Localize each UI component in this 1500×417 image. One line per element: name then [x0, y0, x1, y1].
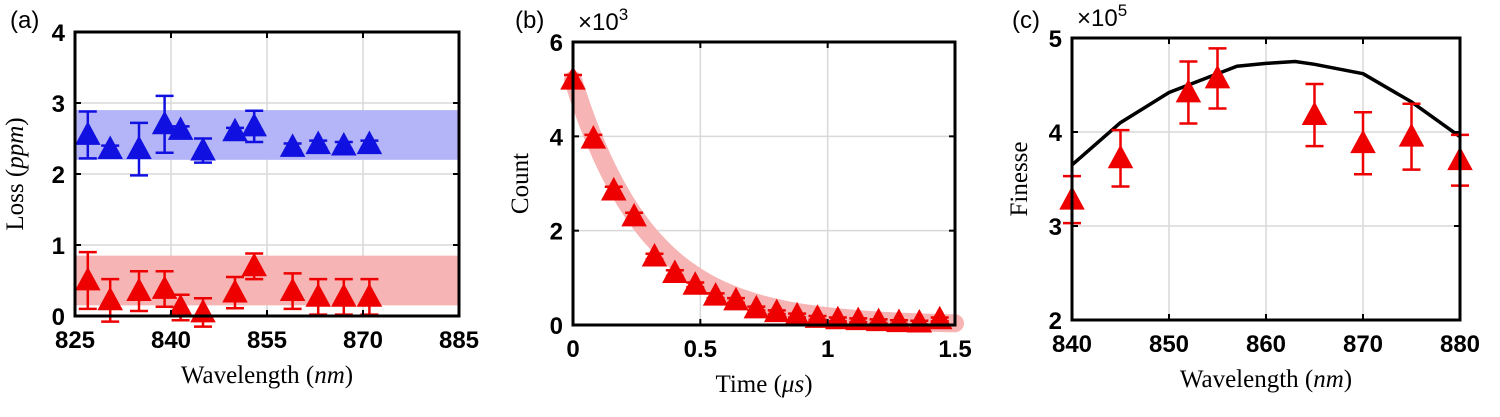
y-tick-label: 3: [52, 91, 65, 118]
tick-labels: 0 0.5 1 1.5 0 2 4 6: [550, 30, 972, 363]
y-tick-label: 0: [550, 313, 563, 340]
y-tick-label: 3: [1049, 214, 1062, 241]
data-point: [580, 125, 607, 149]
data-point: [682, 271, 708, 295]
data-point: [1107, 144, 1134, 169]
chart-panel-3: 840 850 860 870 880 2 3 4 5 Wavelength (nm) Finess…: [1006, 1, 1480, 393]
grid: [572, 41, 956, 326]
data-point: [662, 259, 688, 284]
axis-multiplier: ×105: [1077, 1, 1127, 32]
data-point: [641, 242, 668, 267]
y-tick-label: 4: [1049, 120, 1063, 147]
data-point: [356, 283, 383, 307]
data-point: [279, 277, 306, 302]
data-point: [241, 112, 267, 137]
data-point: [784, 301, 810, 326]
data-point: [151, 110, 178, 135]
panel-label: (a): [10, 7, 39, 34]
y-axis-label: Finesse: [1006, 142, 1033, 217]
tick-labels: 840 850 860 870 880 2 3 4 5: [1049, 26, 1480, 358]
fit-band: [564, 70, 964, 333]
x-tick-label: 870: [1343, 331, 1383, 358]
data-point: [151, 275, 178, 299]
x-tick-label: 880: [1440, 331, 1480, 358]
data-point: [906, 309, 933, 333]
series-blue: [75, 94, 383, 177]
data-point: [331, 131, 357, 156]
data-point: [97, 286, 123, 311]
data-point: [75, 121, 101, 145]
data-point: [222, 117, 248, 142]
grid: [1071, 37, 1461, 321]
data-point: [763, 298, 790, 323]
data-point: [621, 202, 647, 227]
tick-labels: 825 840 855 870 885 0 1 2 3 4: [52, 20, 479, 354]
x-tick-label: 825: [55, 327, 95, 354]
data-point: [1175, 78, 1202, 103]
data-point: [1350, 129, 1376, 154]
x-tick-label: 1: [821, 336, 834, 363]
data-point: [331, 283, 357, 307]
data-point: [1301, 101, 1328, 125]
data-point: [97, 135, 123, 160]
y-tick-label: 4: [52, 20, 66, 47]
panel-label: (b): [515, 7, 544, 34]
data-point: [926, 305, 953, 330]
x-axis-label: Wavelength (nm): [181, 362, 353, 389]
data-point: [356, 130, 383, 155]
x-tick-label: 855: [247, 327, 287, 354]
x-axis-label: Time (μs): [715, 371, 812, 398]
model-line: [1070, 59, 1462, 167]
panel-label: (c): [1012, 7, 1040, 34]
data-point: [279, 133, 306, 157]
x-tick-label: 850: [1149, 331, 1189, 358]
data-point: [1204, 64, 1231, 89]
y-axis-label: Count: [507, 153, 534, 214]
y-axis-label: Loss (ppm): [2, 117, 29, 230]
y-tick-label: 2: [52, 162, 65, 189]
data-point: [723, 286, 749, 311]
y-tick-label: 5: [1049, 26, 1062, 53]
data-point: [167, 293, 194, 318]
x-axis-label: Wavelength (nm): [1180, 366, 1352, 393]
data-point: [743, 294, 770, 319]
x-tick-label: 885: [439, 327, 479, 354]
x-tick-label: 870: [343, 327, 383, 354]
data-point: [1398, 123, 1425, 147]
data-point: [241, 252, 267, 277]
data-point: [825, 305, 851, 330]
data-point: [126, 135, 152, 160]
data-point: [305, 283, 331, 307]
y-tick-label: 4: [550, 124, 564, 151]
x-tick-label: 1.5: [938, 336, 971, 363]
x-tick-label: 0: [566, 336, 579, 363]
data-point: [305, 130, 331, 155]
axis-multiplier: ×103: [578, 5, 628, 36]
data-point: [804, 304, 831, 328]
chart-panel-1: 825 840 855 870 885 0 1 2 3 4 Wavelength (nm) Loss …: [2, 7, 479, 389]
series-red: [560, 66, 953, 333]
y-tick-label: 6: [550, 30, 563, 57]
y-tick-label: 0: [52, 304, 65, 331]
data-point: [75, 266, 101, 291]
x-tick-label: 0.5: [684, 336, 717, 363]
chart-panel-2: 0 0.5 1 1.5 0 2 4 6 Time (μs) Count ×103 (b): [507, 5, 972, 398]
x-tick-label: 840: [151, 327, 191, 354]
data-point: [600, 176, 627, 201]
data-point: [702, 282, 729, 306]
y-tick-label: 1: [52, 233, 65, 260]
axes-frame: [571, 40, 957, 327]
x-tick-label: 860: [1246, 331, 1286, 358]
data-point: [190, 136, 216, 161]
y-tick-label: 2: [1049, 308, 1062, 335]
data-point: [222, 278, 248, 303]
x-tick-label: 840: [1052, 331, 1092, 358]
y-tick-label: 2: [550, 219, 563, 246]
data-point: [167, 116, 194, 140]
data-point: [126, 277, 152, 302]
